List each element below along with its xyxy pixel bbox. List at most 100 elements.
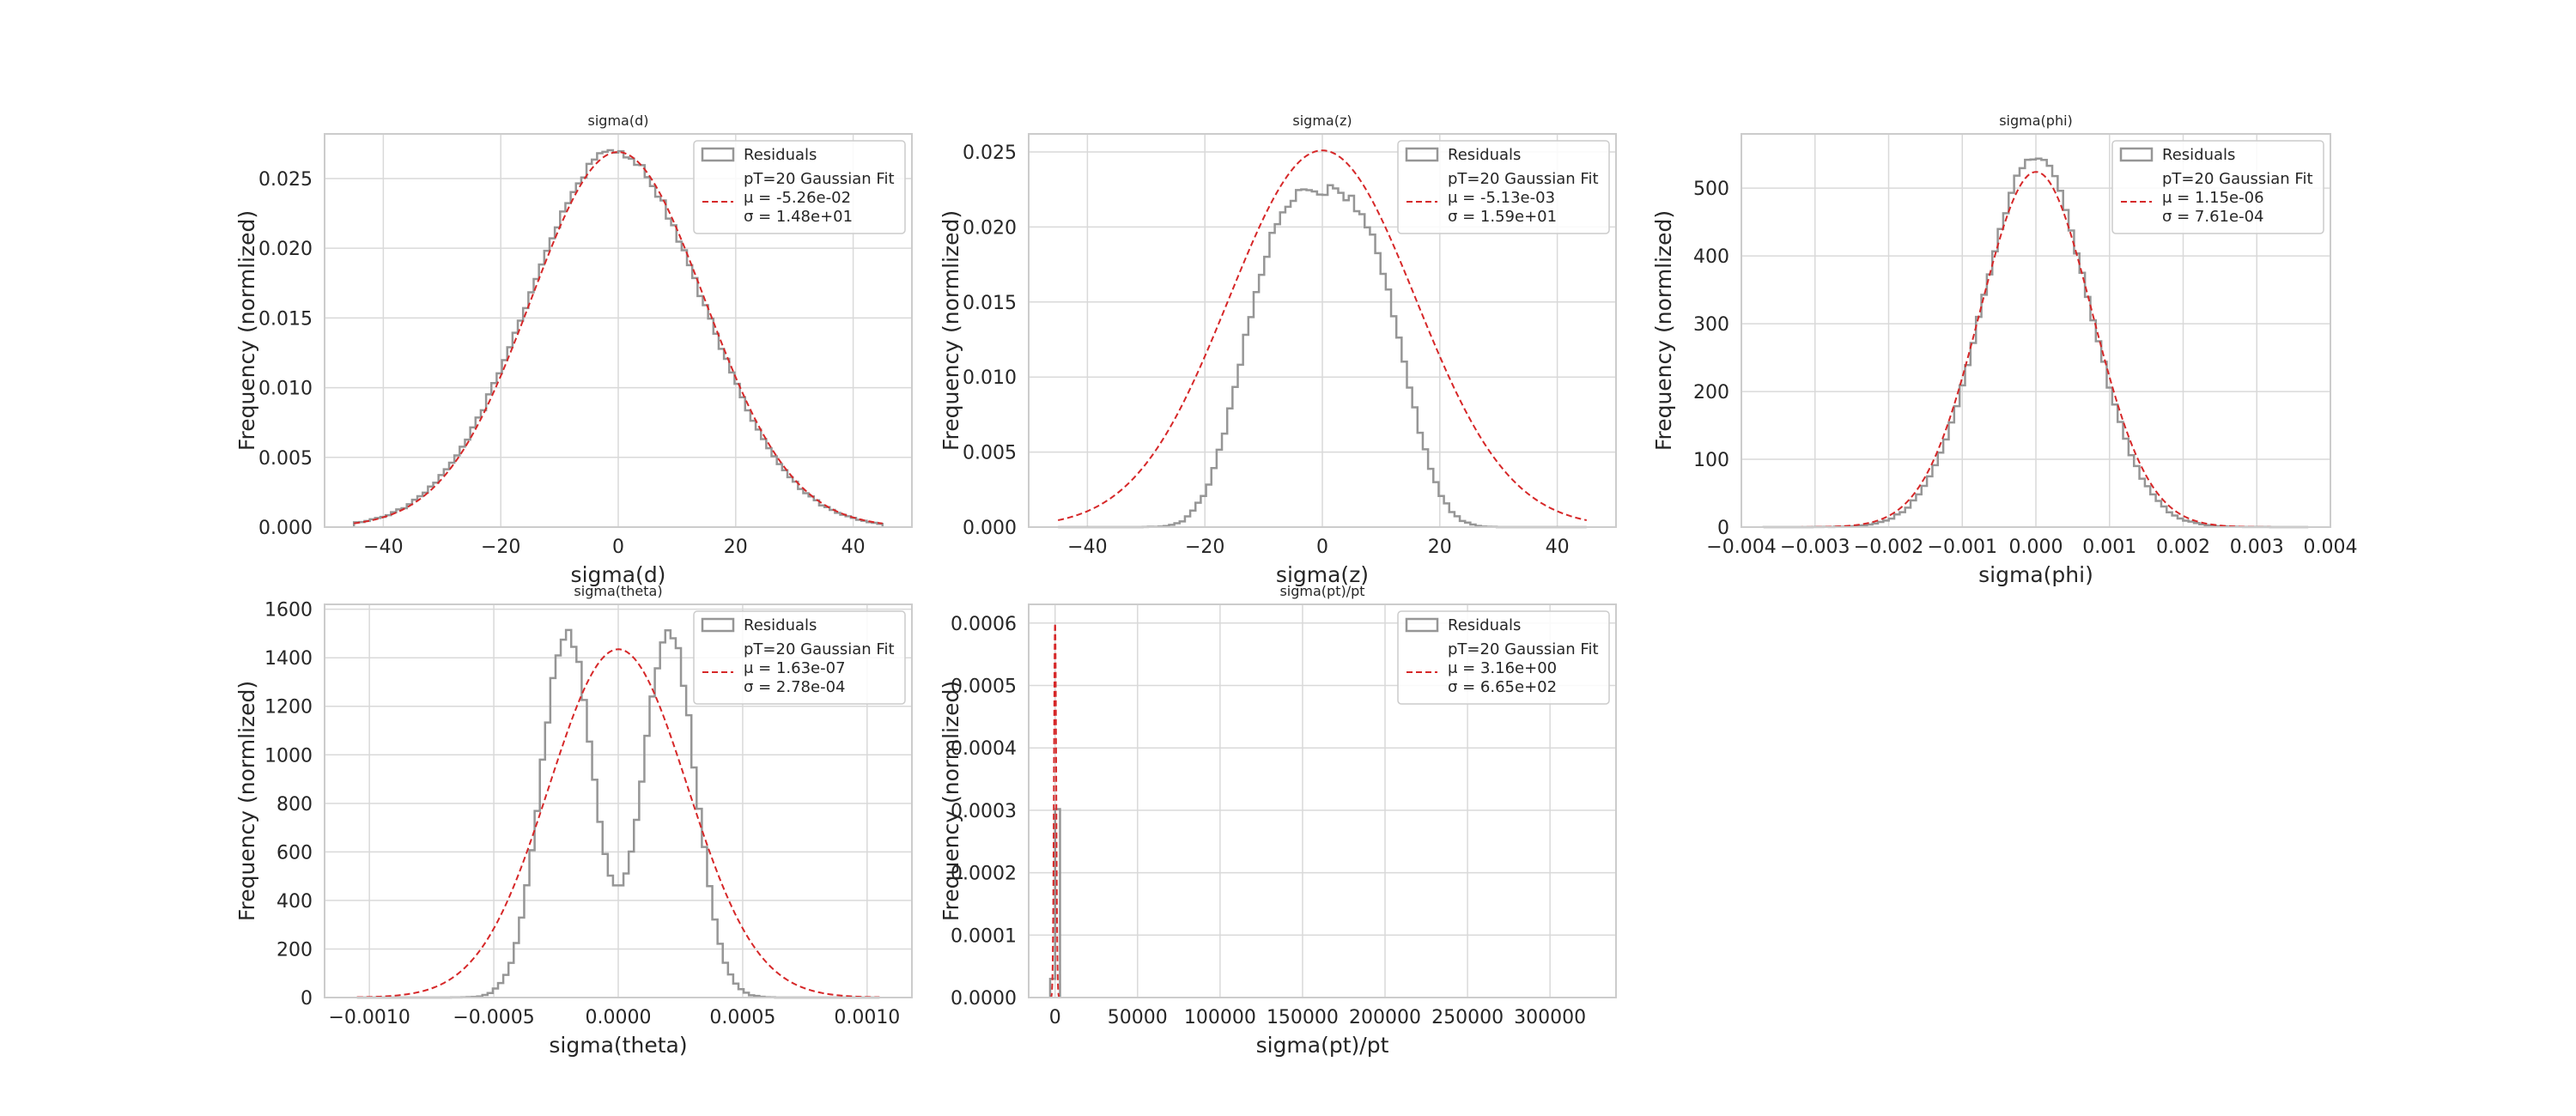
histogram-bar [724, 359, 729, 527]
x-tick-label: 0.004 [2304, 537, 2358, 558]
histogram-bar [650, 696, 655, 998]
panel-sigma-phi: sigma(phi) −0.004 −0.003 −0.002 −0.001 0.000 0… [1651, 112, 2358, 587]
x-tick-label: 40 [841, 537, 866, 558]
legend-frame [1397, 610, 1610, 705]
histogram-bar [481, 410, 486, 527]
histogram-bar [623, 157, 629, 527]
y-tick-label: 100 [1693, 450, 1729, 471]
histogram-bar [714, 334, 719, 527]
histogram-bar [1992, 252, 1997, 527]
histogram-bar [1982, 294, 1987, 527]
legend-frame [2111, 140, 2324, 234]
histogram-bar [571, 192, 576, 527]
histogram-bar [1391, 316, 1396, 527]
histogram-bar [665, 219, 671, 527]
histogram-bar [608, 150, 613, 527]
x-tick-label: 0.0010 [834, 1007, 900, 1028]
histogram-bar [491, 383, 496, 527]
y-tick-label: 0.020 [258, 239, 313, 260]
y-tick-label: 300 [1693, 314, 1729, 336]
panel-sigma-theta: sigma(theta) −0.0010 −0.0005 0.0000 0.0005 0.… [234, 583, 913, 1058]
y-axis-label: Frequency (normlized) [939, 681, 963, 921]
histogram-outline [352, 149, 884, 527]
y-tick-label: 0.0001 [951, 925, 1017, 947]
legend-histogram-swatch [2119, 147, 2154, 162]
x-tick-label: 40 [1546, 537, 1570, 558]
histogram-bar [677, 241, 682, 527]
x-tick-label: 0 [1316, 537, 1328, 558]
histogram-bar [555, 227, 560, 527]
x-tick-label: 20 [1428, 537, 1452, 558]
legend-histogram-swatch [701, 147, 735, 162]
histogram-bar [1280, 212, 1285, 527]
histogram-bar [2052, 176, 2057, 527]
x-tick-label: 0.0005 [709, 1007, 775, 1028]
histogram-bar [2063, 210, 2069, 527]
histogram-bar [1971, 343, 1976, 527]
histogram-bar [539, 264, 544, 527]
histogram-bar [1312, 191, 1317, 527]
histogram-bar [550, 239, 555, 527]
histogram-bar [2036, 159, 2041, 527]
histogram-bar [449, 463, 454, 527]
histogram-bar [1370, 234, 1375, 527]
legend-sigma-text: σ = 1.48e+01 [744, 208, 853, 226]
histogram-bar [2074, 253, 2079, 527]
histogram-bar [2080, 273, 2085, 527]
y-tick-label: 200 [1693, 382, 1729, 403]
histogram-bar [576, 184, 581, 527]
plot-frame [1028, 133, 1617, 528]
y-axis-label: Frequency (normlized) [234, 681, 259, 921]
histogram-bar [819, 506, 824, 527]
y-tick-label: 0.015 [258, 308, 313, 330]
histogram-bar [528, 293, 533, 527]
histogram-bar [803, 493, 808, 527]
histogram-bar [2020, 168, 2025, 527]
y-tick-label: 0.0000 [951, 988, 1017, 1010]
histogram-bar [682, 250, 687, 527]
histogram-bar [576, 662, 581, 998]
histogram-bar [681, 686, 686, 998]
histogram-bar [623, 873, 629, 998]
gaussian-fit-line [356, 648, 880, 998]
y-tick-label: 600 [276, 842, 313, 864]
x-tick-label: 0 [1049, 1007, 1061, 1028]
histogram-bar [2041, 160, 2046, 527]
legend-sigma-text: σ = 2.78e-04 [744, 678, 846, 696]
histogram-bar [1307, 190, 1312, 527]
histogram-bar [2085, 297, 2090, 527]
histogram-bar [544, 251, 550, 527]
histogram-bar [745, 410, 750, 527]
histogram-bar [1954, 406, 1959, 527]
panel-sigma-z: sigma(z) −40 −20 0 20 40 0.000 0.005 0.010 0.015 0… [939, 112, 1617, 587]
histogram-bar [660, 200, 665, 527]
histogram-bar [1381, 274, 1386, 527]
legend-mu-text: μ = -5.13e-03 [1448, 189, 1555, 207]
histogram-bar [1354, 211, 1359, 527]
histogram-bar [1275, 224, 1280, 527]
histogram-bar [740, 397, 745, 527]
x-tick-label: 20 [724, 537, 748, 558]
histogram-bars [1058, 185, 1581, 527]
histogram-bar [1998, 229, 2003, 527]
x-tick-label: −40 [1067, 537, 1107, 558]
histogram-bar [586, 164, 592, 527]
histogram-bar [1291, 201, 1296, 527]
legend-sigma-text: σ = 6.65e+02 [1448, 678, 1557, 696]
histogram-bar [581, 700, 586, 998]
histogram-bar [761, 439, 766, 527]
y-tick-label: 0.020 [963, 217, 1017, 239]
y-tick-label: 1000 [264, 745, 313, 767]
histogram-bar [560, 211, 565, 527]
histogram-bar [613, 153, 618, 527]
legend-histogram-label: Residuals [1448, 146, 1521, 164]
y-tick-label: 0.0005 [951, 676, 1017, 698]
histogram-bar [660, 642, 665, 998]
legend-fit-label: pT=20 Gaussian Fit [744, 170, 895, 188]
histogram-bar [603, 152, 608, 527]
